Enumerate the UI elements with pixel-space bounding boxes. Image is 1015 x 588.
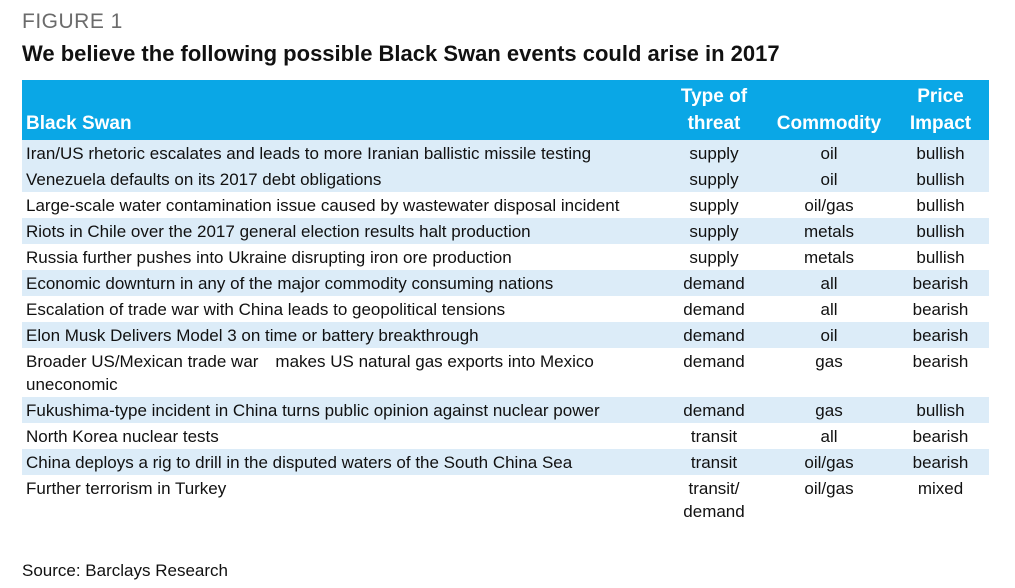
row-commodity: gas — [815, 401, 843, 420]
row-impact: bearish — [912, 300, 969, 319]
row-threat: supply — [689, 248, 739, 267]
row-event: Venezuela defaults on its 2017 debt obli… — [26, 170, 382, 189]
row-impact: bullish — [916, 401, 965, 420]
row-impact: bullish — [916, 248, 965, 267]
row-event: China deploys a rig to drill in the disp… — [26, 453, 573, 472]
header-price-impact: Price Impact — [909, 86, 972, 134]
row-event: Elon Musk Delivers Model 3 on time or ba… — [26, 326, 479, 345]
row-threat: supply — [689, 196, 739, 215]
row-impact: bullish — [916, 222, 965, 241]
table-row: Fukushima-type incident in China turns p… — [22, 397, 989, 423]
row-commodity: oil — [820, 144, 838, 163]
row-event: Riots in Chile over the 2017 general ele… — [26, 222, 531, 241]
row-impact: bearish — [912, 453, 969, 472]
row-threat: supply — [689, 170, 739, 189]
row-impact: bearish — [912, 352, 969, 371]
header-black-swan: Black Swan — [26, 113, 132, 134]
row-commodity: all — [820, 427, 838, 446]
table-row: North Korea nuclear tests transit all be… — [22, 423, 989, 449]
row-event: Economic downturn in any of the major co… — [26, 274, 554, 293]
row-event: Iran/US rhetoric escalates and leads to … — [26, 144, 592, 163]
source-note: Source: Barclays Research — [22, 561, 228, 580]
row-impact: bearish — [912, 274, 969, 293]
row-impact: mixed — [917, 479, 964, 498]
table-row: Further terrorism in Turkey transit/ dem… — [22, 475, 989, 524]
row-impact: bullish — [916, 144, 965, 163]
table-row: Escalation of trade war with China leads… — [22, 296, 989, 322]
figure-label: FIGURE 1 — [22, 10, 123, 33]
table-row: China deploys a rig to drill in the disp… — [22, 449, 989, 475]
header-type-of-threat: Type of threat — [680, 86, 748, 134]
row-commodity: oil/gas — [804, 479, 854, 498]
row-threat: demand — [683, 274, 745, 293]
row-event: Broader US/Mexican trade war makes US na… — [26, 352, 594, 394]
row-event: North Korea nuclear tests — [26, 427, 219, 446]
table-row: Riots in Chile over the 2017 general ele… — [22, 218, 989, 244]
row-commodity: gas — [815, 352, 843, 371]
row-threat: transit — [690, 427, 738, 446]
row-commodity: all — [820, 300, 838, 319]
black-swan-table: Black Swan Type of threat Commodity Pric… — [22, 80, 989, 524]
row-threat: demand — [683, 401, 745, 420]
row-threat: demand — [683, 352, 745, 371]
row-event: Russia further pushes into Ukraine disru… — [26, 248, 512, 267]
row-impact: bearish — [912, 326, 969, 345]
row-event: Large-scale water contamination issue ca… — [26, 196, 620, 215]
row-commodity: all — [820, 274, 838, 293]
row-threat: transit/ demand — [683, 479, 745, 521]
header-commodity: Commodity — [776, 113, 882, 134]
row-threat: transit — [690, 453, 738, 472]
row-event: Escalation of trade war with China leads… — [26, 300, 506, 319]
row-commodity: metals — [803, 222, 855, 241]
row-commodity: oil/gas — [804, 453, 854, 472]
table-row: Large-scale water contamination issue ca… — [22, 192, 989, 218]
row-commodity: metals — [803, 248, 855, 267]
row-threat: supply — [689, 144, 739, 163]
row-impact: bullish — [916, 170, 965, 189]
table-header: Black Swan Type of threat Commodity Pric… — [22, 80, 989, 140]
row-event: Further terrorism in Turkey — [26, 479, 227, 498]
figure-title: We believe the following possible Black … — [22, 41, 780, 66]
table-row: Economic downturn in any of the major co… — [22, 270, 989, 296]
table-row: Russia further pushes into Ukraine disru… — [22, 244, 989, 270]
row-commodity: oil — [820, 326, 838, 345]
table-row: Venezuela defaults on its 2017 debt obli… — [22, 166, 989, 192]
row-event: Fukushima-type incident in China turns p… — [26, 401, 600, 420]
row-impact: bearish — [912, 427, 969, 446]
row-threat: demand — [683, 326, 745, 345]
row-threat: demand — [683, 300, 745, 319]
table-row: Broader US/Mexican trade war makes US na… — [22, 348, 989, 397]
row-commodity: oil/gas — [804, 196, 854, 215]
table-row: Elon Musk Delivers Model 3 on time or ba… — [22, 322, 989, 348]
row-threat: supply — [689, 222, 739, 241]
row-commodity: oil — [820, 170, 838, 189]
table-row: Iran/US rhetoric escalates and leads to … — [22, 140, 989, 166]
row-impact: bullish — [916, 196, 965, 215]
